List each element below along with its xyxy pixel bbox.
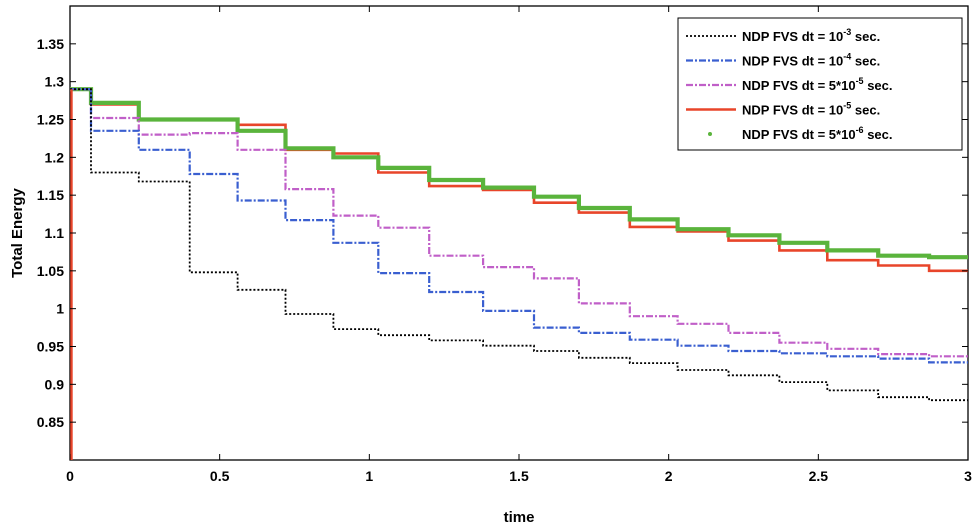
x-tick-label: 2.5 — [809, 468, 829, 484]
legend-label-suffix: sec. — [851, 54, 880, 69]
legend-label-suffix: sec. — [864, 78, 893, 93]
legend: NDP FVS dt = 10-3 sec.NDP FVS dt = 10-4 … — [677, 17, 963, 151]
x-tick-label: 1.5 — [509, 468, 529, 484]
legend-label-exponent: -5 — [843, 101, 851, 111]
y-axis-label: Total Energy — [9, 187, 26, 277]
legend-label-exponent: -6 — [856, 125, 864, 135]
legend-label-prefix: NDP FVS dt = 5*10 — [742, 127, 856, 142]
legend-label-suffix: sec. — [851, 29, 880, 44]
legend-label-exponent: -5 — [856, 76, 864, 86]
x-axis: 0 0.5 1 1.5 2 2.5 3 — [66, 6, 972, 484]
legend-label: NDP FVS dt = 5*10-5 sec. — [742, 76, 893, 93]
y-tick-label: 0.95 — [37, 339, 64, 355]
x-tick-label: 3 — [964, 468, 972, 484]
series-line-3 — [70, 88, 968, 358]
y-tick-label: 1.2 — [45, 149, 65, 165]
y-tick-label: 1.25 — [37, 112, 64, 128]
x-tick-label: 2 — [665, 468, 673, 484]
y-tick-label: 1.1 — [45, 225, 65, 241]
y-tick-label: 1.05 — [37, 263, 64, 279]
legend-label-prefix: NDP FVS dt = 10 — [742, 54, 843, 69]
legend-label-exponent: -4 — [843, 52, 851, 62]
x-tick-label: 1 — [365, 468, 373, 484]
legend-label-exponent: -3 — [843, 27, 851, 37]
y-tick-label: 1.15 — [37, 187, 64, 203]
y-tick-label: 1 — [56, 301, 64, 317]
legend-label-prefix: NDP FVS dt = 5*10 — [742, 78, 856, 93]
legend-swatch — [708, 132, 712, 136]
legend-label: NDP FVS dt = 10-3 sec. — [742, 27, 880, 44]
legend-label: NDP FVS dt = 5*10-6 sec. — [742, 125, 893, 142]
y-tick-label: 1.35 — [37, 36, 64, 52]
x-axis-label: time — [504, 509, 535, 526]
series-line-5 — [70, 87, 968, 260]
series-layer — [70, 87, 968, 460]
y-axis: 0.85 0.9 0.95 1 1.05 1.1 1.15 1.2 1.25 1.3 1.35 — [37, 36, 968, 430]
series-line-2 — [70, 88, 968, 364]
legend-label-prefix: NDP FVS dt = 10 — [742, 103, 843, 118]
y-tick-label: 0.85 — [37, 414, 64, 430]
legend-label-prefix: NDP FVS dt = 10 — [742, 29, 843, 44]
legend-label-suffix: sec. — [864, 127, 893, 142]
y-tick-label: 0.9 — [45, 376, 65, 392]
x-tick-label: 0 — [66, 468, 74, 484]
legend-label: NDP FVS dt = 10-5 sec. — [742, 101, 880, 118]
legend-label: NDP FVS dt = 10-4 sec. — [742, 52, 880, 69]
legend-label-suffix: sec. — [851, 103, 880, 118]
x-tick-label: 0.5 — [210, 468, 230, 484]
y-tick-label: 1.3 — [45, 74, 65, 90]
